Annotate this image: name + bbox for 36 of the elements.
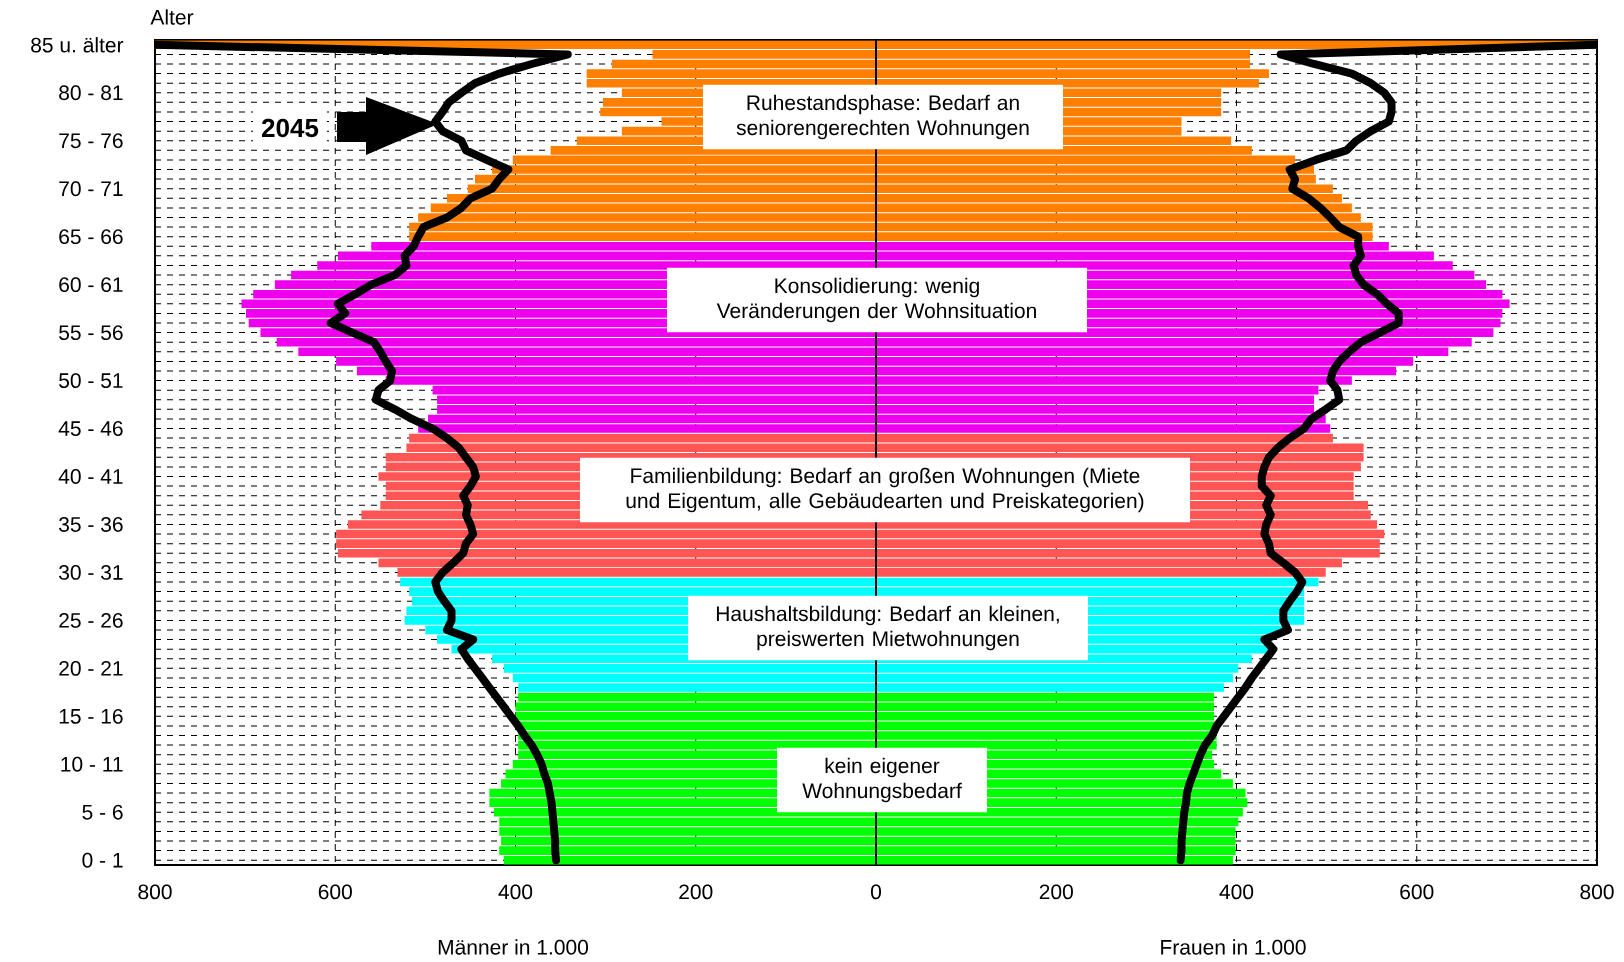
annotation: Konsolidierung: wenig Veränderungen der Wohnsituation (716, 277, 1036, 323)
x-tick-label: 200 (679, 884, 713, 900)
y-tick-label: 85 u. älter (31, 37, 124, 53)
y-tick-label: 45 - 46 (58, 421, 123, 437)
annotation: Ruhestandsphase: Bedarf an seniorengerechten Wohnungen (736, 94, 1029, 140)
text: Frauen in 1.000 (1161, 939, 1306, 955)
x-tick-label: 0 (870, 884, 882, 900)
y-tick-label: 25 - 26 (59, 613, 123, 628)
y-tick-label: 30 - 31 (59, 565, 123, 581)
y-tick-label: 0 - 1 (82, 852, 123, 868)
annotation: Haushaltsbildung: Bedarf an kleinen, preiswerten Mietwohnungen (716, 605, 1059, 651)
y-tick-label: 80 - 81 (59, 85, 123, 101)
x-axis-title: Männer in 1.000 (438, 939, 589, 955)
y-tick-label: 40 - 41 (58, 469, 123, 485)
y-tick-label: 5 - 6 (82, 804, 123, 820)
y-tick-label: 60 - 61 (59, 277, 123, 293)
y-tick-label: 20 - 21 (59, 661, 123, 676)
y-tick-label: 65 - 66 (59, 229, 123, 245)
x-tick-label: 200 (1039, 884, 1073, 900)
y-tick-label: 10 - 11 (61, 757, 123, 772)
x-tick-label: 400 (498, 884, 533, 900)
y-tick-label: 55 - 56 (59, 325, 123, 341)
annotation: kein eigener Wohnungsbedarf (802, 757, 962, 803)
y-tick-label: 70 - 71 (59, 181, 123, 197)
x-tick-label: 800 (138, 884, 172, 900)
annotation: Familienbildung: Bedarf an großen Wohnungen (Miete und Eigentum, alle Gebäudearten und Preiskategorien) (626, 467, 1144, 513)
y-tick-label: 50 - 51 (59, 373, 123, 389)
y-tick-label: 75 - 76 (59, 133, 123, 149)
y-tick-label: 15 - 16 (59, 709, 123, 724)
annotation: 2045 (262, 118, 319, 138)
x-tick-label: 600 (1400, 884, 1434, 900)
y-axis-title: Alter (150, 9, 194, 25)
y-tick-label: 35 - 36 (59, 517, 123, 533)
x-tick-label: 600 (318, 884, 352, 900)
x-tick-label: 800 (1580, 884, 1614, 900)
x-tick-label: 400 (1219, 884, 1254, 900)
